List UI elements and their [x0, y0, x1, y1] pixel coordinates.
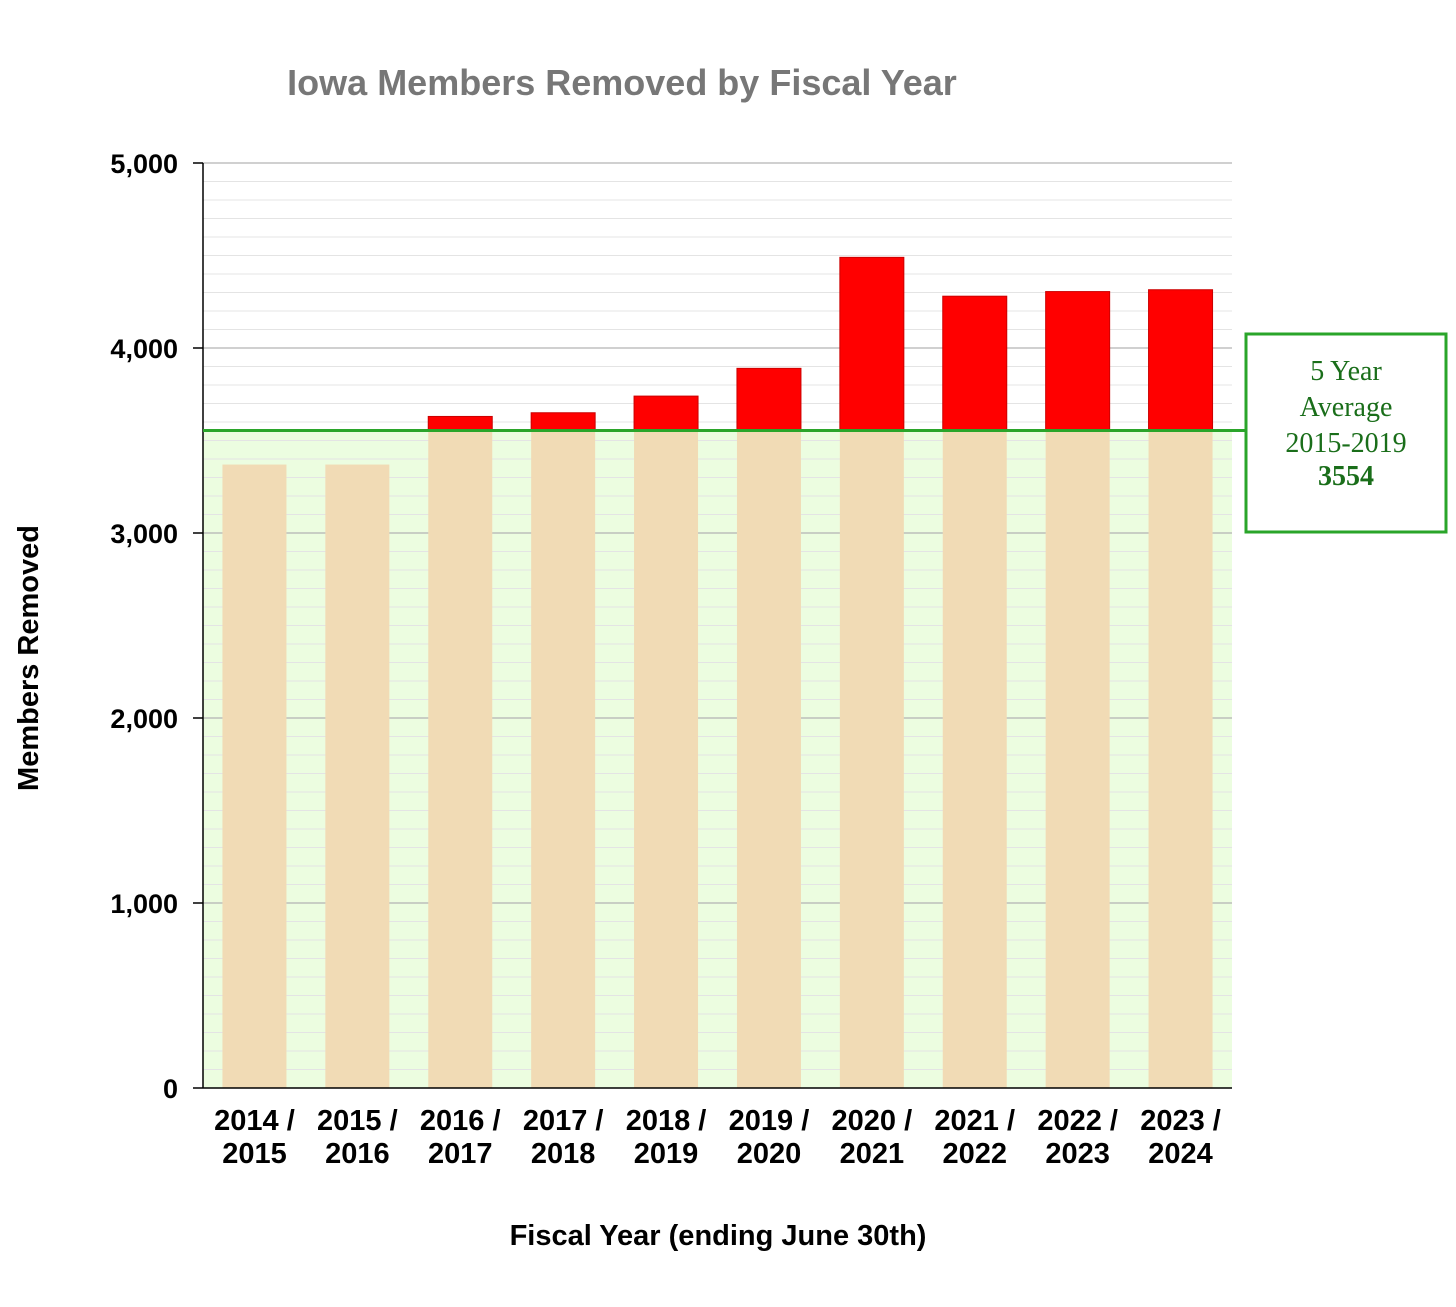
bar-below-average — [325, 464, 390, 1088]
bar-above-average — [1148, 289, 1214, 432]
x-tick-label: 2021 / — [934, 1105, 1015, 1137]
x-tick-label: 2020 — [737, 1138, 802, 1170]
bar-above-average — [736, 367, 802, 432]
bar-above-average — [942, 295, 1008, 432]
x-tick-label: 2018 — [531, 1138, 596, 1170]
bar-below-average — [736, 430, 801, 1088]
bar-above-average — [839, 256, 905, 432]
x-tick-label: 2023 / — [1140, 1105, 1221, 1137]
x-tick-label: 2020 / — [832, 1105, 913, 1137]
bar-below-average — [634, 430, 699, 1088]
bar-below-average — [1148, 430, 1213, 1088]
x-tick-label: 2019 / — [729, 1105, 810, 1137]
x-tick-label: 2023 — [1045, 1138, 1110, 1170]
x-tick-label: 2015 / — [317, 1105, 398, 1137]
average-annotation-value: 3554 — [1318, 461, 1374, 492]
y-tick-label: 3,000 — [110, 519, 178, 549]
x-tick-label: 2019 — [634, 1138, 699, 1170]
y-axis-label: Members Removed — [13, 525, 45, 791]
x-tick-label: 2021 — [840, 1138, 905, 1170]
bar-below-average — [428, 430, 493, 1088]
x-tick-label: 2022 / — [1037, 1105, 1118, 1137]
y-tick-label: 5,000 — [110, 149, 178, 179]
x-tick-label: 2024 — [1148, 1138, 1213, 1170]
x-tick-label: 2015 — [222, 1138, 287, 1170]
average-annotation-text: 2015-2019 — [1285, 428, 1406, 459]
chart-title: Iowa Members Removed by Fiscal Year — [287, 62, 957, 103]
bar-below-average — [531, 430, 596, 1088]
bar-above-average — [530, 412, 596, 432]
y-tick-label: 2,000 — [110, 704, 178, 734]
y-tick-label: 1,000 — [110, 889, 178, 919]
y-tick-label: 0 — [163, 1074, 178, 1104]
bar-below-average — [222, 464, 287, 1088]
y-tick-label: 4,000 — [110, 334, 178, 364]
x-tick-label: 2017 — [428, 1138, 493, 1170]
x-tick-label: 2014 / — [214, 1105, 295, 1137]
average-annotation-text: 5 Year — [1310, 356, 1382, 387]
bar-below-average — [942, 430, 1007, 1088]
bar-above-average — [427, 415, 493, 432]
average-annotation-box — [1244, 332, 1448, 534]
x-tick-label: 2016 / — [420, 1105, 501, 1137]
bar-above-average — [633, 395, 699, 432]
average-annotation-text: Average — [1300, 392, 1393, 423]
bar-below-average — [1045, 430, 1110, 1088]
x-tick-label: 2022 — [942, 1138, 1007, 1170]
x-axis-label: Fiscal Year (ending June 30th) — [510, 1220, 927, 1252]
bar-above-average — [1045, 291, 1111, 432]
x-tick-label: 2017 / — [523, 1105, 604, 1137]
x-tick-label: 2016 — [325, 1138, 390, 1170]
x-tick-label: 2018 / — [626, 1105, 707, 1137]
bar-below-average — [839, 430, 904, 1088]
